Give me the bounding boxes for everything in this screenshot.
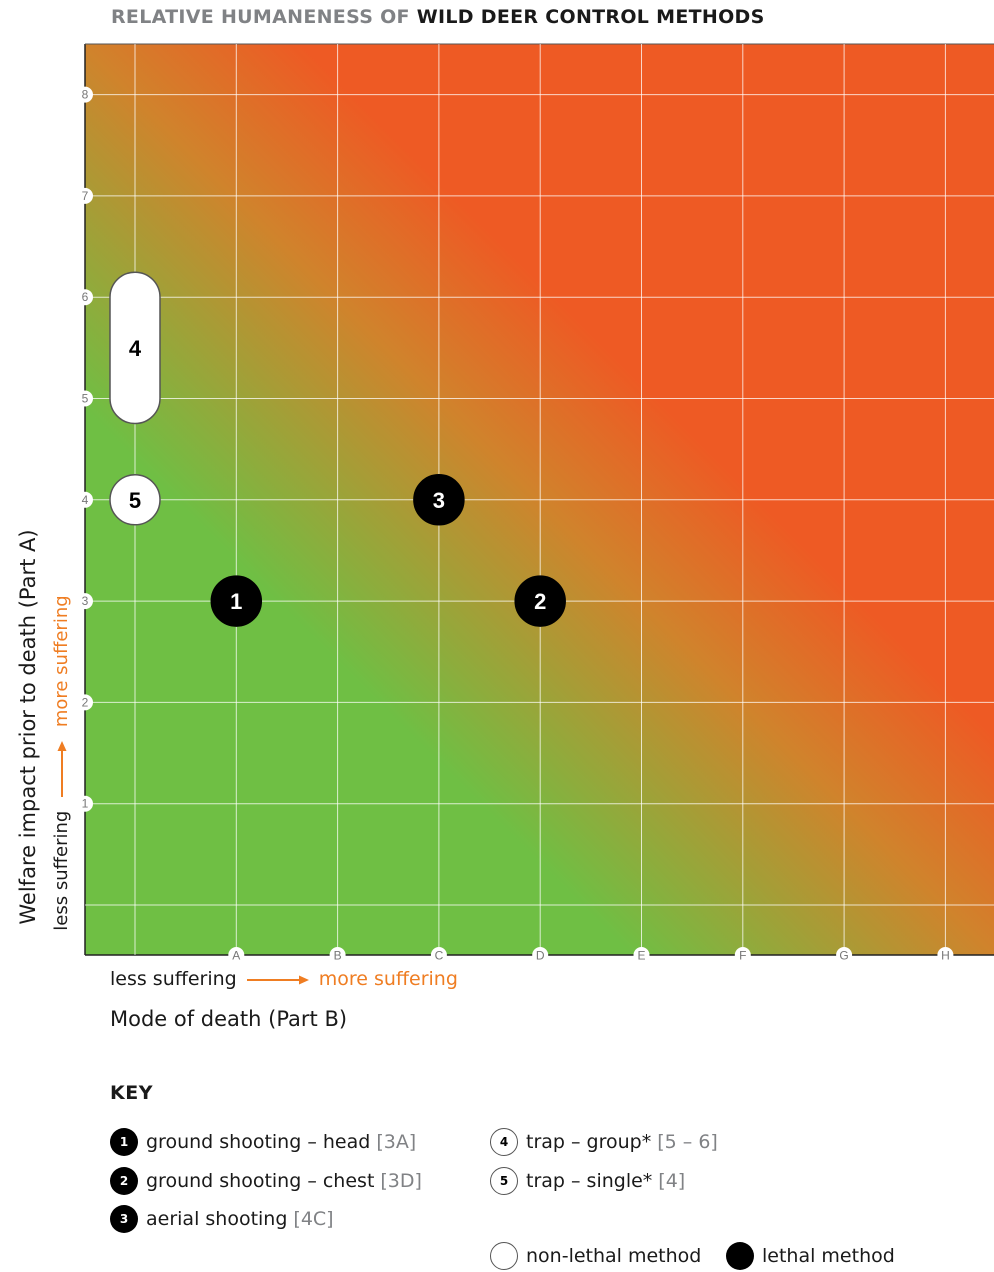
x-tick-H: H (937, 947, 954, 963)
key-code-1: [3A] (376, 1131, 417, 1153)
key-badge-4: 4 (490, 1128, 518, 1156)
key-item-5: 5 trap – single* [4] (490, 1167, 685, 1195)
x-tick-D: D (532, 947, 549, 963)
key-code-2: [3D] (380, 1170, 422, 1192)
y-tick-5: 5 (77, 390, 93, 407)
chart-plot: 1 2 3 4 5 6 7 8 A B C D E F G H 1 2 3 4 5 (77, 43, 994, 963)
key-badge-3: 3 (110, 1205, 138, 1233)
x-tick-G: G (836, 947, 853, 963)
x-tick-B: B (329, 947, 346, 963)
x-axis-direction: less suffering more suffering (110, 968, 458, 990)
svg-text:3: 3 (82, 594, 89, 608)
data-point-3: 3 (413, 474, 465, 526)
svg-text:2: 2 (534, 589, 546, 614)
key-badge-5: 5 (490, 1167, 518, 1195)
svg-text:5: 5 (129, 488, 141, 513)
y-tick-8: 8 (77, 86, 93, 103)
svg-text:E: E (637, 949, 645, 963)
y-more-suffering: more suffering (51, 595, 72, 728)
key-item-2: 2 ground shooting – chest [3D] (110, 1167, 422, 1195)
legend-nonlethal-swatch (490, 1242, 518, 1270)
svg-text:3: 3 (433, 488, 445, 513)
svg-text:G: G (839, 949, 848, 963)
svg-text:4: 4 (82, 493, 89, 507)
y-tick-3: 3 (77, 593, 93, 610)
legend-nonlethal: non-lethal method (490, 1242, 701, 1270)
x-more-suffering: more suffering (318, 968, 458, 990)
svg-text:7: 7 (82, 189, 89, 203)
x-less-suffering: less suffering (110, 968, 237, 990)
x-tick-E: E (633, 947, 650, 963)
svg-text:1: 1 (230, 589, 242, 614)
key-item-4: 4 trap – group* [5 – 6] (490, 1128, 718, 1156)
svg-text:C: C (435, 949, 444, 963)
data-point-5: 5 (109, 474, 161, 526)
key-item-1: 1 ground shooting – head [3A] (110, 1128, 416, 1156)
svg-text:8: 8 (82, 88, 89, 102)
y-less-suffering: less suffering (51, 810, 72, 931)
svg-text:6: 6 (82, 290, 89, 304)
legend-lethal-label: lethal method (762, 1245, 895, 1267)
y-arrow-icon (57, 740, 67, 797)
data-point-2: 2 (514, 575, 566, 627)
data-point-4: 4 (109, 271, 161, 425)
legend-lethal-swatch (726, 1242, 754, 1270)
chart-title: RELATIVE HUMANENESS OF WILD DEER CONTROL… (111, 6, 765, 28)
svg-text:1: 1 (82, 797, 89, 811)
key-label-2: ground shooting – chest (146, 1170, 375, 1192)
key-code-5: [4] (658, 1170, 686, 1192)
svg-text:H: H (941, 949, 950, 963)
y-tick-1: 1 (77, 795, 93, 812)
x-tick-F: F (734, 947, 751, 963)
key-label-1: ground shooting – head (146, 1131, 371, 1153)
legend-lethal: lethal method (726, 1242, 895, 1270)
x-arrow-icon (246, 975, 309, 984)
svg-text:2: 2 (82, 695, 89, 709)
x-tick-A: A (228, 947, 245, 963)
key-label-3: aerial shooting (146, 1208, 288, 1230)
y-tick-4: 4 (77, 491, 93, 508)
svg-text:D: D (536, 949, 545, 963)
key-label-5: trap – single* (526, 1170, 653, 1192)
key-badge-1: 1 (110, 1128, 138, 1156)
data-point-1: 1 (210, 575, 263, 627)
key-title: KEY (110, 1082, 153, 1104)
svg-text:4: 4 (129, 336, 142, 361)
chart-title-light: RELATIVE HUMANENESS OF (111, 6, 410, 28)
y-tick-2: 2 (77, 694, 93, 711)
svg-text:F: F (739, 949, 746, 963)
chart-title-bold: WILD DEER CONTROL METHODS (416, 6, 765, 28)
legend-nonlethal-label: non-lethal method (526, 1245, 702, 1267)
key-badge-2: 2 (110, 1167, 138, 1195)
key-label-4: trap – group* (526, 1131, 652, 1153)
key-item-3: 3 aerial shooting [4C] (110, 1205, 334, 1233)
x-axis-title: Mode of death (Part B) (110, 1007, 348, 1031)
y-axis-title: Welfare impact prior to death (Part A) (16, 529, 40, 925)
key-code-4: [5 – 6] (657, 1131, 718, 1153)
svg-text:5: 5 (82, 392, 89, 406)
svg-text:B: B (334, 949, 342, 963)
key-code-3: [4C] (293, 1208, 334, 1230)
x-tick-C: C (430, 947, 447, 963)
svg-text:A: A (232, 949, 240, 963)
y-tick-6: 6 (77, 289, 93, 306)
y-tick-7: 7 (77, 187, 93, 204)
